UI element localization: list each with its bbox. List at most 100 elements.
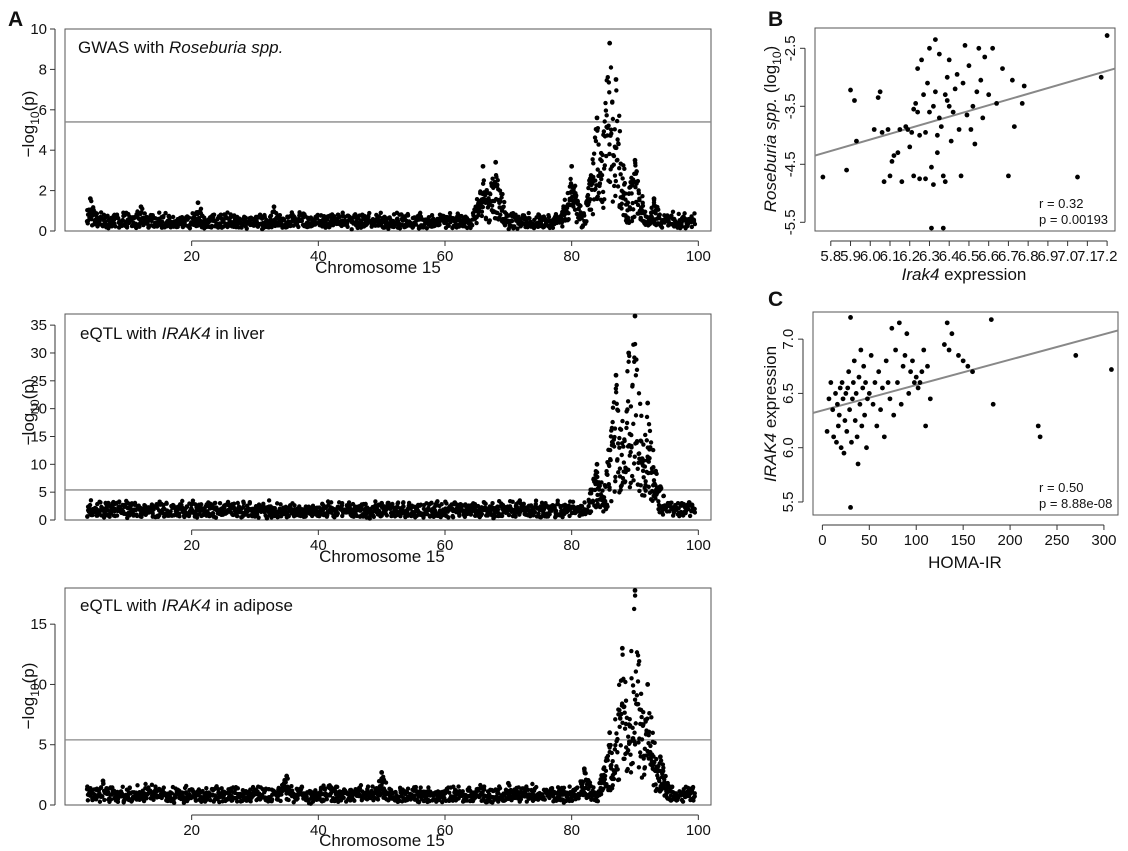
data-point [632, 742, 638, 747]
data-point [114, 212, 120, 217]
data-point [640, 723, 646, 729]
data-point [376, 214, 382, 219]
data-point [347, 503, 352, 509]
data-point [610, 419, 615, 425]
data-point [606, 80, 612, 85]
data-point [617, 466, 623, 471]
data-point [615, 408, 621, 413]
data-point [980, 115, 986, 121]
data-point [607, 90, 612, 95]
data-point [646, 459, 651, 464]
x-tick-label: 50 [861, 532, 878, 549]
data-point [637, 750, 643, 755]
data-point [336, 212, 341, 218]
data-point [650, 498, 655, 504]
data-point [497, 786, 503, 791]
data-point [921, 92, 926, 98]
data-point [954, 72, 960, 77]
data-point [942, 179, 948, 185]
data-point [944, 74, 950, 80]
data-point [608, 742, 613, 748]
data-point [887, 396, 893, 402]
data-point [637, 401, 643, 406]
data-point [633, 373, 639, 378]
data-point [871, 127, 877, 132]
data-point [493, 159, 499, 165]
data-point [367, 516, 372, 521]
data-point [116, 216, 121, 221]
data-point [846, 369, 852, 375]
data-point [628, 770, 634, 775]
x-tick-label: 6.1 [880, 248, 901, 265]
data-point [635, 653, 641, 658]
data-point [960, 80, 966, 86]
data-point [622, 479, 628, 484]
data-point [570, 499, 576, 505]
data-point [602, 773, 608, 779]
data-point [925, 363, 930, 369]
data-point [612, 489, 617, 494]
data-point [865, 396, 870, 402]
data-point [940, 173, 946, 179]
y-axis-label: Roseburia spp. (log10) [761, 46, 784, 212]
data-point [575, 785, 580, 790]
data-point [592, 135, 598, 140]
data-point [379, 500, 385, 506]
data-point [521, 501, 526, 507]
data-point [499, 513, 505, 519]
data-point [972, 141, 978, 147]
data-point [535, 797, 541, 802]
data-point [634, 693, 640, 698]
data-point [530, 781, 535, 787]
data-point [536, 511, 541, 516]
data-point [885, 127, 891, 132]
data-point [120, 217, 125, 223]
data-point [626, 467, 631, 473]
data-point [198, 206, 204, 212]
data-point [615, 157, 620, 163]
data-point [569, 798, 575, 804]
x-tick-label: 6.0 [860, 248, 881, 265]
data-point [616, 682, 622, 688]
data-point [481, 784, 487, 789]
data-point [643, 482, 648, 488]
data-point [487, 218, 492, 223]
data-point [609, 762, 614, 768]
data-point [653, 782, 658, 787]
x-tick-label: 5.8 [820, 248, 841, 265]
data-point [1098, 74, 1104, 80]
data-point [341, 795, 346, 800]
data-point [632, 313, 638, 319]
x-tick-label: 6.8 [1018, 248, 1039, 265]
y-tick-label: 4 [39, 142, 47, 159]
data-point [931, 103, 936, 109]
data-point [424, 226, 430, 231]
correlation-r-label: r = 0.50 [1039, 480, 1083, 495]
data-point [578, 203, 583, 209]
data-point [429, 212, 435, 218]
data-point [210, 511, 216, 516]
data-point [117, 499, 122, 504]
data-point [610, 100, 615, 105]
x-tick-label: 6.7 [998, 248, 1019, 265]
data-point [641, 475, 646, 480]
data-point [897, 127, 903, 132]
data-point [617, 166, 622, 171]
data-point [607, 730, 613, 736]
correlation-p-label: p = 0.00193 [1039, 212, 1108, 227]
data-point [653, 482, 658, 488]
data-point [289, 784, 294, 789]
data-point [661, 765, 666, 771]
data-point [927, 396, 933, 402]
data-point [876, 369, 882, 375]
data-point [561, 785, 567, 791]
data-point [858, 347, 864, 353]
data-point [498, 199, 503, 204]
y-tick-label: 35 [30, 317, 47, 334]
data-point [625, 200, 631, 205]
manhattan-plot-eqtl-liver: eQTL with IRAK4 in liver Chromosome 15 −… [19, 313, 712, 566]
data-point [906, 391, 912, 396]
data-point [844, 429, 850, 434]
data-point [618, 743, 623, 748]
regression-line [814, 67, 1116, 157]
